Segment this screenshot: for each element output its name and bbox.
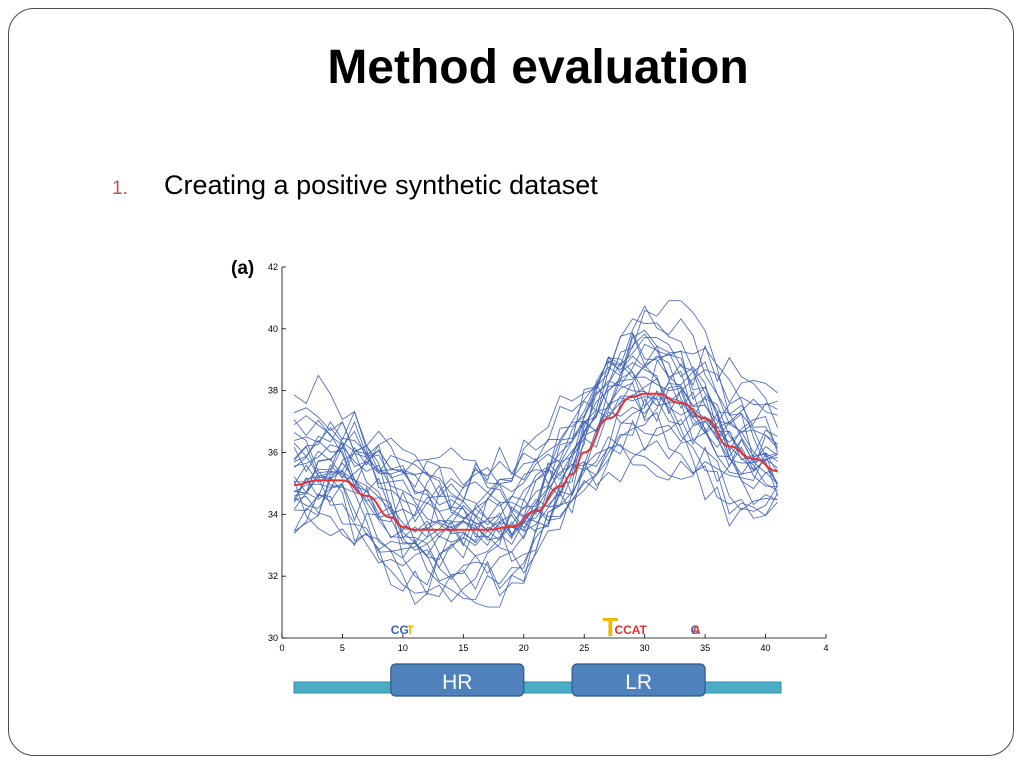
- logo-letter: C: [691, 623, 700, 637]
- series-line: [293, 354, 779, 537]
- x-tick-label: 30: [640, 643, 650, 653]
- bullet-item: 1. Creating a positive synthetic dataset: [112, 170, 598, 210]
- region-box-hr: [390, 663, 525, 697]
- x-tick-label: 20: [519, 643, 529, 653]
- y-tick-label: 36: [268, 448, 278, 458]
- x-tick-label: 10: [398, 643, 408, 653]
- y-tick-label: 40: [268, 324, 278, 334]
- slide-frame: [8, 8, 1014, 756]
- region-label-hr: HR: [442, 671, 472, 694]
- x-tick-label: 0: [279, 643, 284, 653]
- series-line: [293, 364, 778, 591]
- series-line: [293, 356, 778, 551]
- y-tick-label: 34: [268, 509, 278, 519]
- y-tick-label: 30: [268, 633, 278, 643]
- series-line: [294, 343, 778, 532]
- series-line: [293, 412, 779, 596]
- panel-label: (a): [231, 258, 255, 279]
- x-tick-label: 4: [823, 643, 828, 653]
- series-line: [293, 361, 778, 518]
- y-tick-label: 38: [268, 386, 278, 396]
- logo-letter: CCAT: [614, 623, 647, 637]
- series-line: [293, 336, 778, 521]
- sequence-bar: [293, 681, 782, 694]
- series-line: [294, 362, 778, 540]
- x-tick-label: 15: [458, 643, 468, 653]
- series-line: [293, 398, 778, 586]
- x-tick-label: 35: [700, 643, 710, 653]
- series-line: [293, 385, 778, 551]
- series-line: [294, 357, 778, 608]
- y-tick-label: 42: [268, 262, 278, 272]
- series-line: [294, 419, 778, 569]
- region-label-lr: LR: [625, 671, 652, 694]
- series-line: [294, 355, 778, 557]
- slide-title: Method evaluation: [327, 41, 749, 94]
- series-line: [293, 390, 778, 539]
- logo-letter: CG: [391, 623, 409, 637]
- series-line: [293, 369, 778, 539]
- x-tick-label: 40: [761, 643, 771, 653]
- series-line: [293, 318, 778, 563]
- x-tick-label: 25: [579, 643, 589, 653]
- logo-letter: T: [602, 612, 618, 642]
- region-box-lr: [571, 663, 706, 697]
- series-line: [293, 380, 778, 557]
- series-line: [293, 333, 778, 574]
- y-tick-label: 32: [268, 571, 278, 581]
- mean-line: [294, 392, 778, 531]
- logo-letter: T: [407, 623, 415, 637]
- series-line: [293, 332, 778, 544]
- bullet-number: 1.: [112, 178, 128, 199]
- series-line: [294, 300, 779, 529]
- bullet-text: Creating a positive synthetic dataset: [164, 170, 598, 200]
- x-tick-label: 5: [340, 643, 345, 653]
- logo-letter: A: [692, 623, 701, 637]
